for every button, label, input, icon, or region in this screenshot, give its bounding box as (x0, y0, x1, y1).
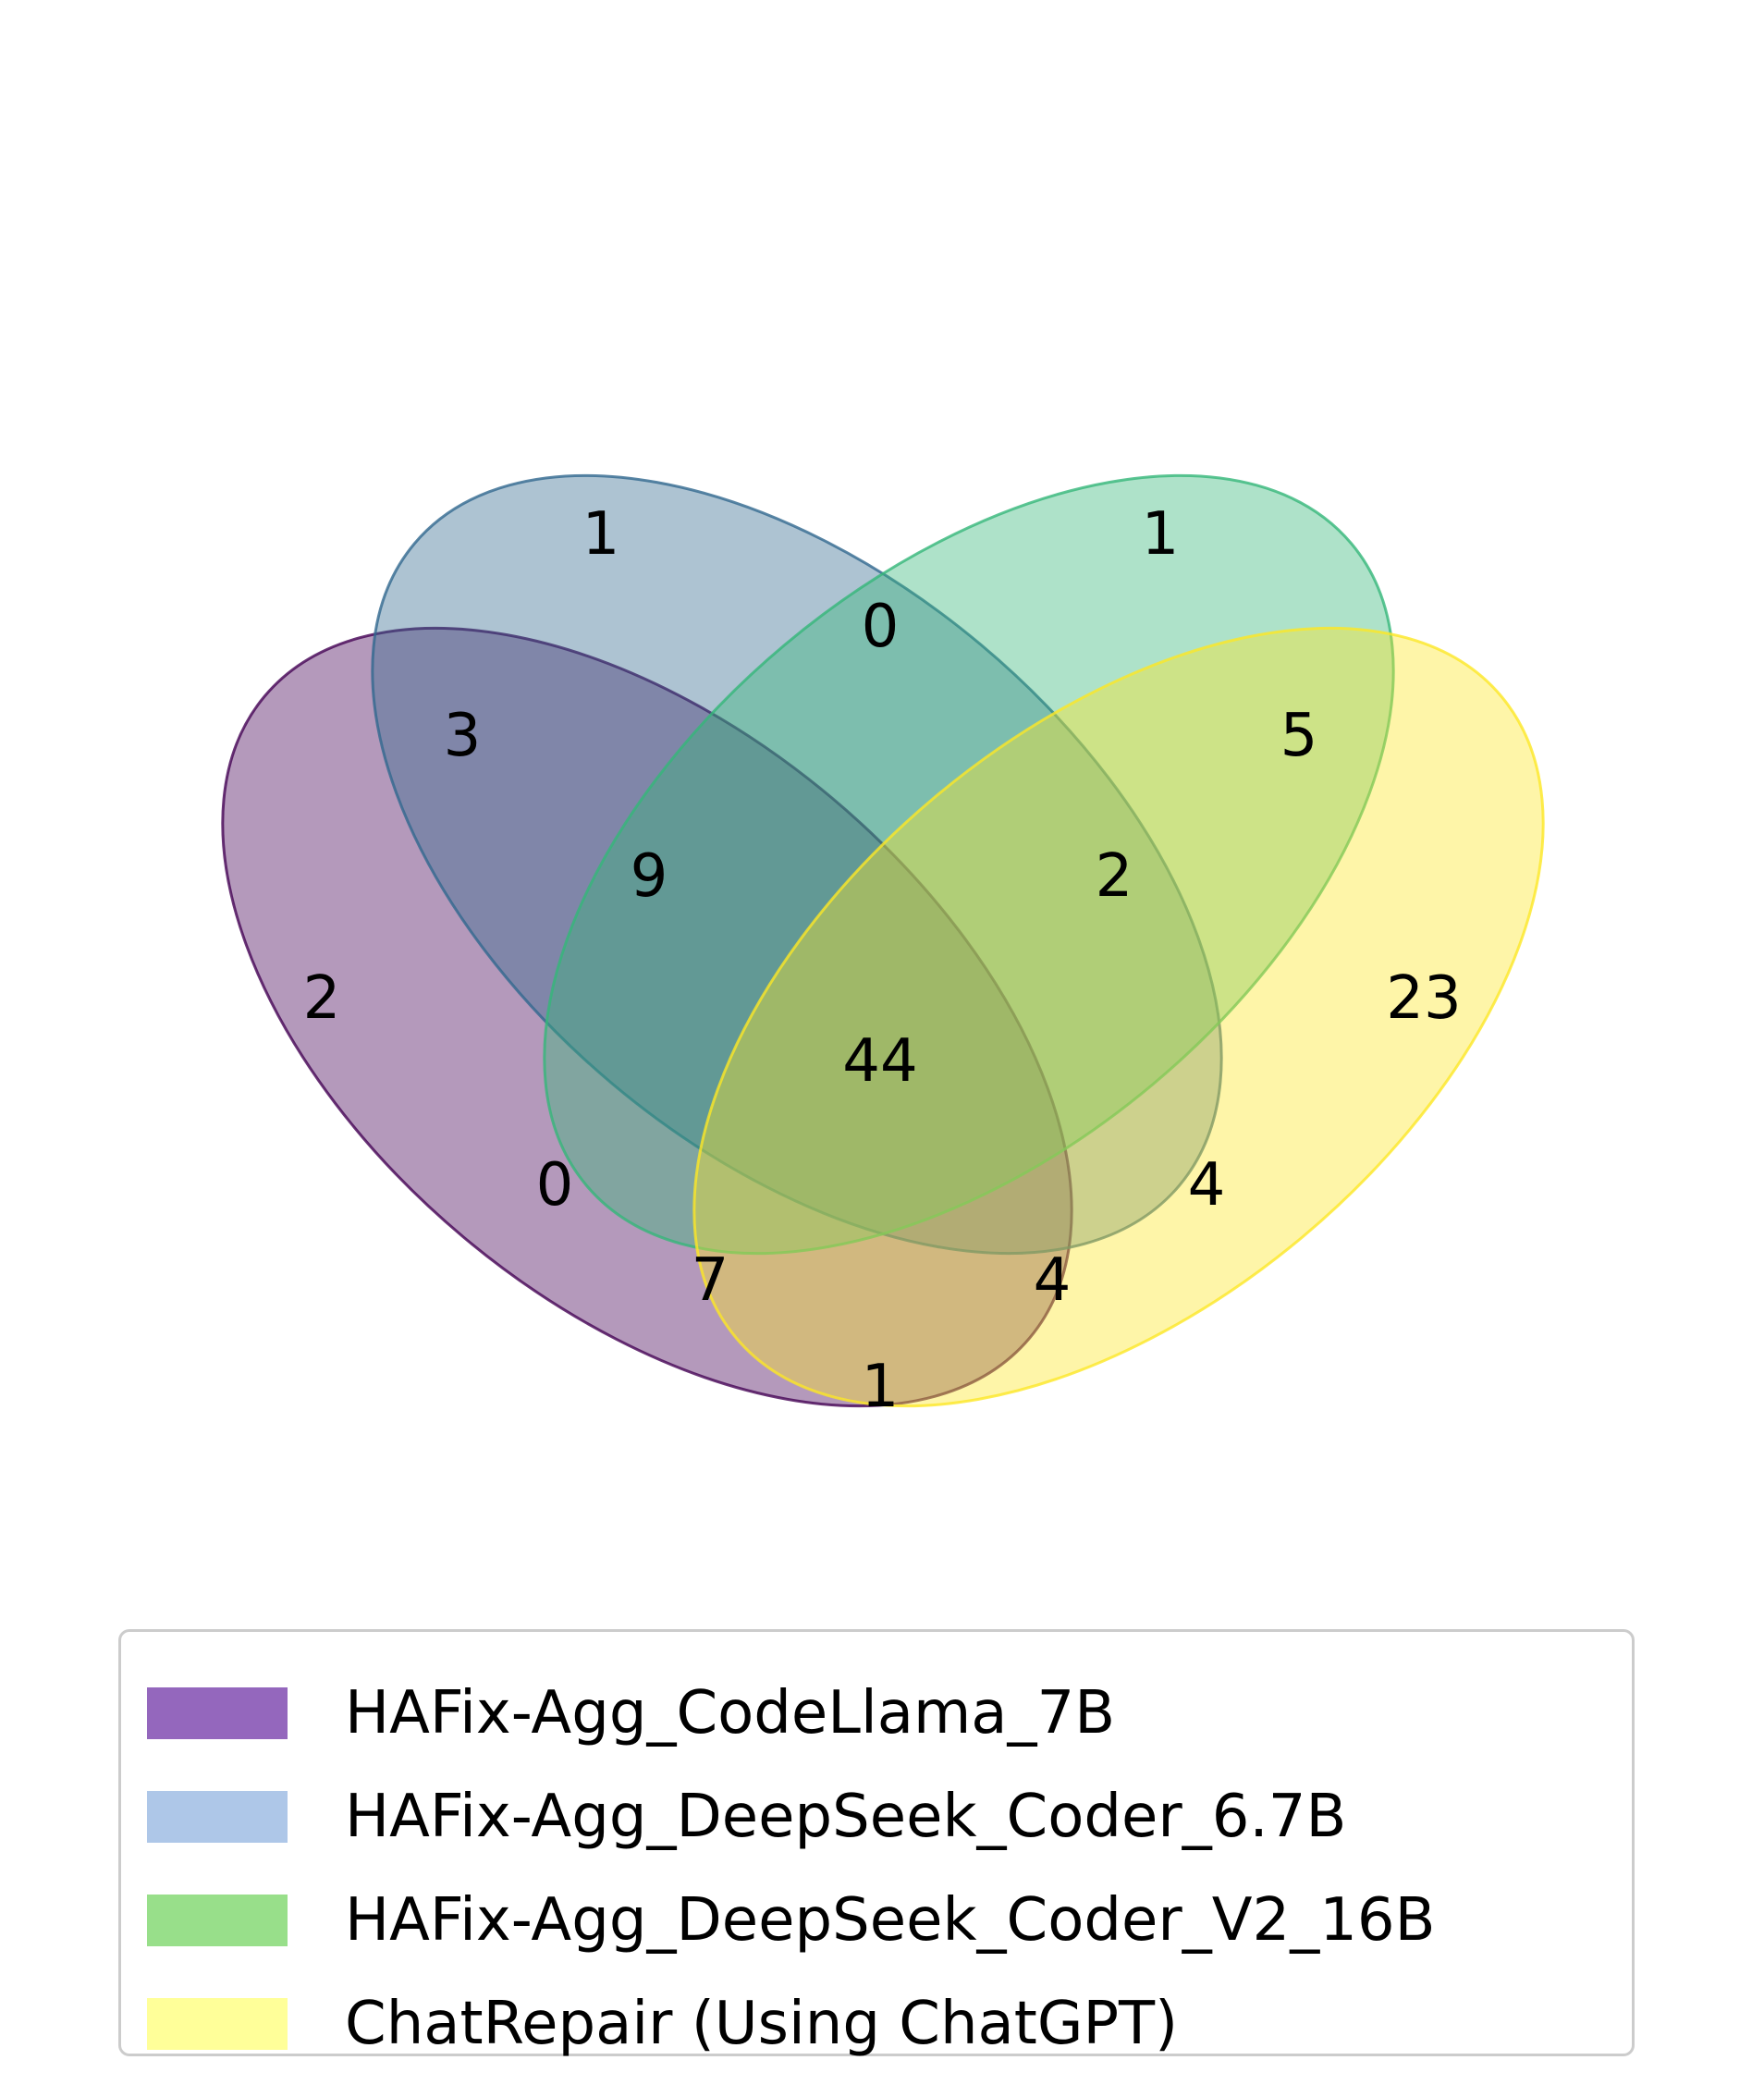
venn-ellipse-deepseek-coder-6-7b (371, 473, 1223, 1256)
venn-ellipses (221, 473, 1545, 1408)
venn-ellipse-deepseek-coder-v2-16b (543, 473, 1395, 1256)
legend-label-chatrepair: ChatRepair (Using ChatGPT) (345, 1990, 1179, 2058)
legend-item-chatrepair: ChatRepair (Using ChatGPT) (147, 1987, 1178, 2061)
venn-region-label: 7 (692, 1246, 729, 1315)
venn-region-label: 23 (1386, 964, 1461, 1033)
venn-region-label: 1 (582, 500, 620, 569)
venn-ellipse-chatrepair (692, 626, 1545, 1408)
venn-region-label: 5 (1280, 702, 1318, 770)
venn-region-label: 2 (303, 964, 341, 1033)
venn-region-label: 0 (862, 593, 900, 661)
venn-region-label: 4 (1034, 1246, 1072, 1315)
venn-region-label: 1 (1142, 500, 1180, 569)
venn-region-label: 2 (1096, 842, 1133, 911)
legend-item-deepseek-coder-6-7b: HAFix-Agg_DeepSeek_Coder_6.7B (147, 1780, 1346, 1854)
legend-swatch-codellama-7b (147, 1687, 288, 1739)
venn-region-label: 3 (444, 702, 482, 770)
venn-ellipse-codellama-7b (221, 626, 1073, 1408)
venn-region-labels: 2 1 1 23 0 3 5 9 2 44 0 4 7 4 1 (303, 500, 1462, 1421)
legend-label-codellama-7b: HAFix-Agg_CodeLlama_7B (345, 1679, 1116, 1748)
venn-region-label: 4 (1188, 1151, 1226, 1220)
venn-region-label: 9 (631, 842, 668, 911)
legend-swatch-chatrepair (147, 1998, 288, 2050)
legend-label-deepseek-coder-6-7b: HAFix-Agg_DeepSeek_Coder_6.7B (345, 1783, 1347, 1851)
legend: HAFix-Agg_CodeLlama_7B HAFix-Agg_DeepSee… (118, 1629, 1635, 2058)
venn-region-label: 0 (536, 1151, 574, 1220)
legend-swatch-deepseek-coder-v2-16b (147, 1895, 288, 1946)
legend-item-deepseek-coder-v2-16b: HAFix-Agg_DeepSeek_Coder_V2_16B (147, 1883, 1436, 1957)
legend-label-deepseek-coder-v2-16b: HAFix-Agg_DeepSeek_Coder_V2_16B (345, 1886, 1436, 1955)
venn-region-label: 1 (862, 1353, 900, 1421)
venn-region-label: 44 (842, 1027, 917, 1096)
legend-swatch-deepseek-coder-6-7b (147, 1791, 288, 1843)
legend-item-codellama-7b: HAFix-Agg_CodeLlama_7B (147, 1676, 1115, 1750)
